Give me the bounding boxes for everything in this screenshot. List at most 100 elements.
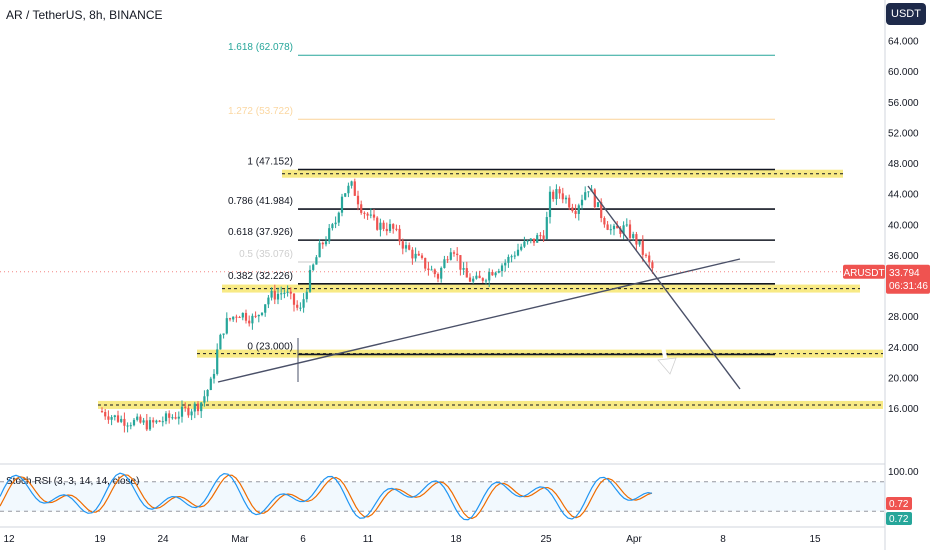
candle-body xyxy=(337,212,340,223)
countdown-value: 06:31:46 xyxy=(889,281,928,292)
support-zone xyxy=(282,169,843,178)
projection-arrow-shaft xyxy=(655,315,668,363)
candle-body xyxy=(360,204,363,213)
y-tick-label: 64.000 xyxy=(888,37,919,48)
x-tick-label: 18 xyxy=(450,534,462,545)
candle-body xyxy=(100,411,104,413)
candle-body xyxy=(468,277,472,282)
fib-level-label: 1 (47.152) xyxy=(247,156,293,167)
stoch-top-tick: 100.00 xyxy=(888,467,919,478)
candle-body xyxy=(500,265,504,272)
candle-body xyxy=(632,234,635,238)
candle-body xyxy=(113,415,116,418)
candle-body xyxy=(484,280,488,282)
candle-body xyxy=(427,268,430,271)
y-tick-label: 28.000 xyxy=(888,312,919,323)
candle-body xyxy=(257,314,260,317)
y-tick-label: 48.000 xyxy=(888,159,919,170)
candle-body xyxy=(596,202,600,208)
candle-body xyxy=(635,234,638,245)
candle-body xyxy=(440,267,443,279)
candle-body xyxy=(545,217,548,239)
stoch-rsi-pane: Stoch RSI (3, 3, 14, 14, close) 100.00 0.7… xyxy=(0,467,919,525)
candle-body xyxy=(305,291,308,300)
candle-body xyxy=(228,318,232,320)
ascending-trendline xyxy=(217,258,741,383)
candle-body xyxy=(219,334,222,350)
chart-title: AR / TetherUS, 8h, BINANCE xyxy=(6,8,163,22)
candle-body xyxy=(177,416,180,419)
currency-button[interactable]: USDT xyxy=(886,3,926,25)
candle-body xyxy=(129,425,132,427)
candle-body xyxy=(302,299,305,308)
candle-body xyxy=(276,293,280,300)
candle-body xyxy=(145,420,148,430)
y-tick-label: 40.000 xyxy=(888,220,919,231)
y-tick-label: 16.000 xyxy=(888,404,919,415)
candle-body xyxy=(299,307,302,309)
candle-body xyxy=(536,235,539,243)
trend-lines xyxy=(0,185,885,390)
candle-body xyxy=(340,196,344,213)
candle-body xyxy=(414,253,417,259)
projection-arrow-head xyxy=(657,357,677,375)
candle-body xyxy=(449,252,452,260)
candle-body xyxy=(459,255,462,270)
candle-body xyxy=(244,312,248,321)
candle-body xyxy=(180,406,184,417)
candle-body xyxy=(401,241,404,249)
candle-body xyxy=(497,271,500,273)
candle-body xyxy=(174,417,177,419)
candle-body xyxy=(241,312,244,318)
candle-body xyxy=(529,238,532,241)
fib-level-label: 0.382 (32.226) xyxy=(228,271,293,282)
candle-body xyxy=(235,316,238,318)
candle-body xyxy=(152,420,155,423)
candle-body xyxy=(542,235,545,239)
fib-level-label: 1.272 (53.722) xyxy=(228,106,293,117)
x-tick-label: 15 xyxy=(809,534,821,545)
candle-body xyxy=(193,403,196,412)
candle-body xyxy=(593,189,596,208)
candle-body xyxy=(433,269,436,275)
y-tick-label: 36.000 xyxy=(888,251,919,262)
candle-body xyxy=(548,191,552,218)
candle-body xyxy=(264,304,267,313)
candle-body xyxy=(139,416,142,423)
descending-trendline xyxy=(587,185,741,390)
y-tick-label: 20.000 xyxy=(888,373,919,384)
y-tick-label: 44.000 xyxy=(888,190,919,201)
candle-body xyxy=(238,317,241,319)
candle-body xyxy=(168,413,171,418)
candle-body xyxy=(344,193,347,197)
candle-body xyxy=(504,262,507,266)
stoch-d-value: 0.72 xyxy=(889,499,909,510)
y-tick-label: 56.000 xyxy=(888,98,919,109)
candle-body xyxy=(296,304,299,308)
candle-body xyxy=(475,275,478,279)
candle-body xyxy=(552,191,555,200)
candle-body xyxy=(555,189,558,200)
candle-body xyxy=(520,246,523,250)
stoch-k-line xyxy=(0,472,653,521)
y-tick-label: 60.000 xyxy=(888,67,919,78)
candle-body xyxy=(136,416,139,420)
candle-body xyxy=(456,253,459,256)
stoch-k-value: 0.72 xyxy=(889,514,909,525)
candle-body xyxy=(273,290,276,300)
y-tick-label: 24.000 xyxy=(888,343,919,354)
candle-body xyxy=(155,420,158,423)
price-axis: 64.000 60.000 56.000 52.000 48.000 44.000 40.0… xyxy=(888,37,919,416)
candle-body xyxy=(254,315,257,317)
last-price-badge xyxy=(886,264,930,294)
candle-body xyxy=(481,278,484,281)
x-tick-label: 6 xyxy=(300,534,306,545)
candle-body xyxy=(120,418,123,422)
candle-body xyxy=(568,197,571,208)
candle-body xyxy=(638,240,641,245)
candle-body xyxy=(625,224,628,226)
candle-body xyxy=(315,257,318,265)
x-tick-label: 25 xyxy=(540,534,552,545)
x-tick-label: 11 xyxy=(363,534,374,545)
